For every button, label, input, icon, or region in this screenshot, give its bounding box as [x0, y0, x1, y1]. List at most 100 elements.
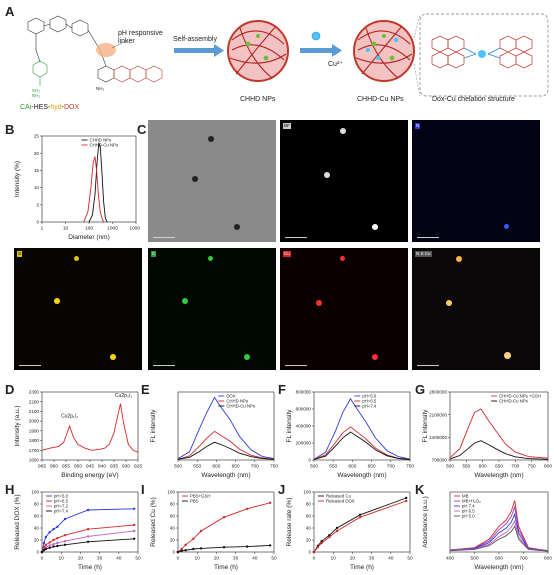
- data-point: [63, 517, 67, 521]
- y-axis-label: FL intensity: [422, 409, 429, 443]
- x-tick-label: 600: [479, 464, 487, 470]
- plot-frame: [177, 491, 275, 553]
- y-tick-label: 60: [306, 514, 312, 519]
- legend-label: pH 7.4: [462, 504, 475, 509]
- tag-n: N: [415, 123, 421, 129]
- x-tick-label: 40: [252, 556, 258, 562]
- y-tick-label: 20: [34, 151, 40, 156]
- x-tick-label: 500: [446, 464, 454, 470]
- y-tick-label: 1700: [29, 448, 40, 453]
- plot-frame: [177, 391, 275, 461]
- x-tick-label: 925: [134, 464, 142, 470]
- cu-center-icon: [478, 50, 486, 58]
- data-point: [48, 531, 51, 534]
- x-tick-label: 20: [214, 556, 220, 562]
- linker-highlight: [96, 43, 116, 57]
- legend-label: pH=5.0: [362, 394, 377, 399]
- data-point: [42, 541, 46, 545]
- y-axis-label: Intensity (a.u.): [14, 405, 21, 446]
- y-tick-label: 25: [34, 134, 40, 139]
- panel-label-e: E: [141, 382, 150, 397]
- x-tick-label: 750: [270, 464, 278, 470]
- tag-merge: N S Cu: [415, 251, 432, 257]
- x-tick-label: 700: [251, 464, 259, 470]
- series-line: [177, 441, 275, 460]
- y-tick-label: 100: [167, 490, 175, 495]
- series-line: [313, 426, 411, 460]
- x-tick-label: 10: [63, 226, 69, 232]
- x-tick-label: 945: [86, 464, 94, 470]
- series-line: [41, 508, 135, 553]
- x-tick-label: 10: [331, 556, 337, 562]
- data-point: [184, 549, 187, 552]
- legend-label: pH=5.0: [54, 494, 69, 499]
- x-tick-label: 500: [310, 464, 318, 470]
- panel-label-i: I: [141, 482, 145, 497]
- data-point: [48, 544, 51, 547]
- legend-label: pH=6.5: [362, 399, 377, 404]
- y-axis-label: Absorbance (a.u.): [422, 496, 429, 548]
- x-tick-label: 700: [387, 464, 395, 470]
- micrograph-bf-dark: BF: [280, 120, 408, 242]
- x-tick-label: 950: [74, 464, 82, 470]
- x-tick-label: 10000: [129, 226, 140, 232]
- legend-label: pH=6.5: [54, 499, 69, 504]
- panel-label-h: H: [5, 482, 15, 497]
- legend-label: pH=7.2: [54, 504, 69, 509]
- series-line: [449, 519, 549, 552]
- data-point: [358, 513, 362, 516]
- y-tick-label: 700000: [432, 458, 448, 463]
- y-tick-label: 400000: [296, 424, 312, 429]
- y-tick-label: 100: [303, 490, 311, 495]
- cu-label: Cu²⁺: [328, 61, 343, 68]
- y-tick-label: 60: [170, 514, 176, 519]
- data-point: [199, 529, 203, 533]
- x-tick-label: 40: [116, 556, 122, 562]
- data-point: [404, 496, 408, 500]
- micrograph-merge: N S Cu: [412, 248, 540, 370]
- plot-frame: [41, 135, 137, 223]
- legend-label: CHHD NPs: [89, 138, 111, 143]
- series-line: [177, 502, 271, 553]
- data-point: [320, 541, 323, 545]
- legend-label: pH=7.4: [54, 509, 69, 514]
- micrograph-s-channel: S: [14, 248, 142, 370]
- x-tick-label: 20: [350, 556, 356, 562]
- micrograph-brightfield: [148, 120, 276, 242]
- x-tick-label: 965: [38, 464, 46, 470]
- panel-label-k: K: [415, 482, 425, 497]
- y-axis-label: Released DOX (%): [14, 494, 21, 549]
- y-tick-label: 1800: [29, 438, 40, 443]
- data-point: [404, 499, 408, 503]
- panel-label-b: B: [5, 122, 15, 137]
- cu-ion-icon: [311, 31, 321, 41]
- x-tick-label: 800: [544, 464, 552, 470]
- data-point: [86, 508, 90, 512]
- x-tick-label: 650: [368, 464, 376, 470]
- data-point: [42, 549, 46, 552]
- y-axis-label: Released Cu (%): [150, 497, 157, 547]
- y-tick-label: 2300: [29, 390, 40, 395]
- x-tick-label: 930: [122, 464, 130, 470]
- tag-s: S: [17, 251, 23, 257]
- y-tick-label: 100: [31, 490, 39, 495]
- x-tick-label: 955: [62, 464, 70, 470]
- panel-label-f: F: [278, 382, 286, 397]
- nh2-label: NH₂: [96, 86, 105, 91]
- y-axis-label: Release rate (%): [286, 498, 293, 547]
- data-point: [335, 529, 339, 533]
- x-tick-label: 100: [85, 226, 93, 232]
- x-tick-label: 500: [470, 556, 478, 562]
- chart-d-xps: 965 960 955 950 945 940 935 930 925 1600 1700 1800 1…: [14, 390, 142, 479]
- x-tick-label: 940: [98, 464, 106, 470]
- y-tick-label: 2100000: [429, 412, 447, 417]
- legend-label: pH 5.0: [462, 514, 475, 519]
- x-axis-label: Time (h): [78, 564, 102, 571]
- y-tick-label: 600000: [296, 407, 312, 412]
- x-tick-label: 20: [78, 556, 84, 562]
- data-point: [40, 550, 44, 554]
- data-point: [63, 543, 67, 546]
- x-axis-label: Time (h): [214, 564, 238, 571]
- y-tick-label: 80: [306, 502, 312, 507]
- dox-cu-chelation-drawing: [431, 35, 533, 69]
